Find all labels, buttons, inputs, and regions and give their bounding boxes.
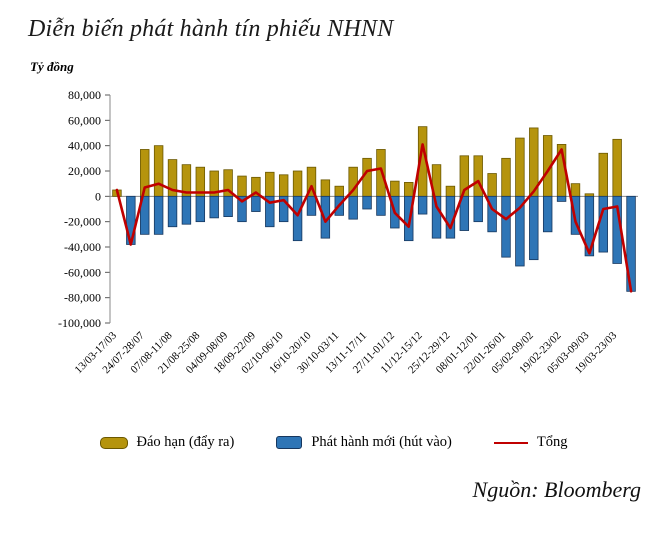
maturity-bar	[404, 182, 414, 197]
issuance-bar	[376, 195, 386, 216]
issuance-bar	[306, 195, 317, 216]
maturity-bar	[515, 137, 525, 197]
maturity-bar	[501, 157, 511, 197]
issuance-bar	[237, 195, 247, 223]
issuance-bar	[292, 195, 303, 242]
issuance-bar	[195, 195, 206, 223]
legend-line-total-icon	[493, 441, 528, 444]
issuance-bar	[459, 195, 470, 231]
maturity-bar	[153, 145, 164, 197]
chart-legend: Đáo hạn (đẩy ra) Phát hành mới (hút vào)…	[0, 434, 667, 451]
issuance-bar	[431, 195, 442, 239]
issuance-bar	[556, 195, 567, 202]
y-axis-tick-label: -80,000	[64, 291, 101, 305]
y-axis-tick-label: 0	[95, 189, 101, 203]
y-axis-tick-label: 20,000	[68, 164, 101, 178]
issuance-bar	[348, 195, 358, 220]
maturity-bar	[265, 171, 275, 197]
chart-area: 80,000 60,000 40,000 20,000 0 -20,000 -40,000 -…	[10, 77, 667, 434]
maturity-bar	[278, 174, 289, 197]
maturity-bar	[237, 175, 247, 197]
issuance-bar	[181, 195, 192, 225]
y-axis-tick-label: 40,000	[68, 139, 101, 153]
issuance-bar	[598, 195, 608, 253]
issuance-bar	[417, 195, 428, 215]
issuance-bar	[167, 195, 178, 228]
y-axis-tick-label: -60,000	[64, 265, 101, 279]
legend-swatch-issuance-icon	[276, 436, 303, 449]
y-axis-unit-label: Tỷ đồng	[30, 59, 74, 74]
total-line	[115, 143, 633, 293]
maturity-bar	[445, 185, 456, 197]
y-axis-tick-label: -20,000	[64, 215, 101, 229]
issuance-bar	[209, 195, 219, 219]
y-axis-tick-label: 80,000	[68, 88, 101, 102]
y-axis-tick-label: 60,000	[68, 113, 101, 127]
combo-chart: 80,000 60,000 40,000 20,000 0 -20,000 -40,000 -…	[58, 88, 638, 376]
issuance-bar	[140, 195, 150, 235]
y-axis-tick-label: -40,000	[64, 240, 101, 254]
maturity-bar	[612, 138, 622, 197]
issuance-bar	[515, 195, 525, 267]
y-axis-tick-label: -100,000	[58, 316, 101, 330]
source-credit: Nguồn: Bloomberg	[472, 477, 641, 502]
issuance-bar	[223, 195, 233, 218]
maturity-bar	[473, 155, 483, 197]
maturity-bar	[320, 179, 331, 197]
legend-item-issuance: Phát hành mới (hút vào)	[276, 434, 452, 451]
legend-label-issuance: Phát hành mới (hút vào)	[311, 434, 452, 450]
maturity-bar	[334, 185, 344, 197]
issuance-bar	[362, 195, 372, 210]
legend-item-total: Tổng	[493, 434, 568, 451]
issuance-bar	[542, 195, 553, 233]
legend-swatch-maturity-icon	[99, 436, 128, 449]
legend-item-maturity: Đáo hạn (đẩy ra)	[99, 434, 235, 451]
legend-label-total: Tổng	[536, 434, 568, 450]
issuance-bar	[404, 195, 414, 242]
maturity-bar	[598, 152, 608, 197]
issuance-bar	[473, 195, 483, 223]
issuance-bar	[501, 195, 511, 258]
issuance-bar	[153, 195, 164, 235]
issuance-bar	[251, 195, 261, 212]
maturity-bar	[292, 170, 303, 197]
legend-label-maturity: Đáo hạn (đẩy ra)	[136, 434, 235, 450]
maturity-bar	[390, 180, 400, 197]
maturity-bar	[570, 183, 581, 197]
issuance-bar	[265, 195, 275, 228]
chart-title: Diễn biến phát hành tín phiếu NHNN	[28, 16, 394, 42]
issuance-bar	[487, 195, 497, 233]
issuance-bar	[584, 195, 595, 257]
issuance-bar	[278, 195, 289, 223]
maturity-bar	[487, 173, 497, 197]
issuance-bar	[529, 195, 539, 261]
